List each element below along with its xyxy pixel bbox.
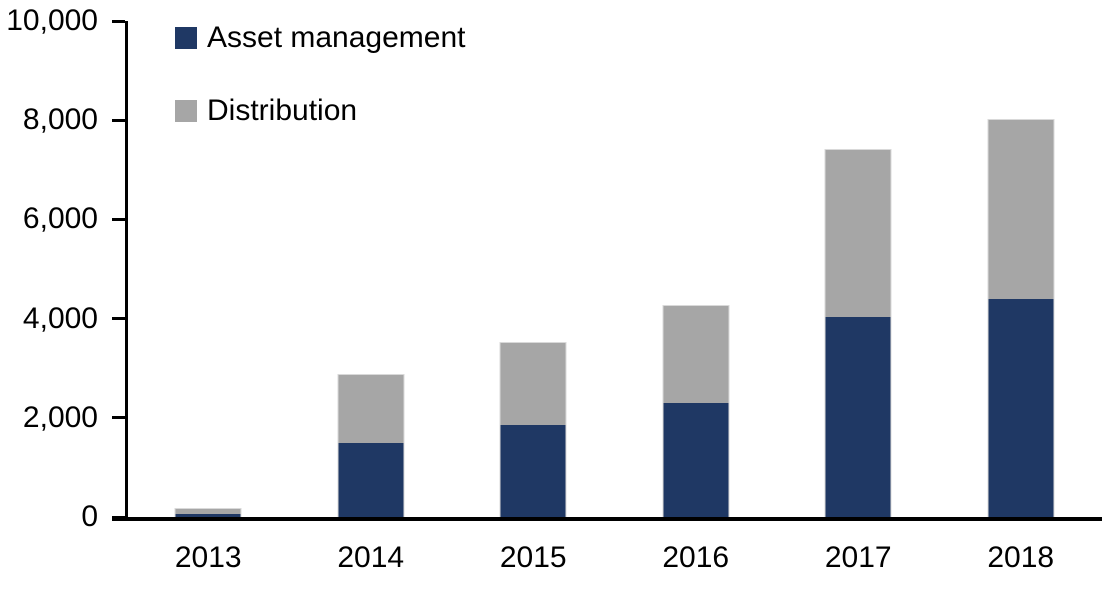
bar-segment-2013-distribution bbox=[175, 509, 241, 514]
bar-segment-2014-distribution bbox=[338, 374, 404, 443]
y-tick-label: 10,000 bbox=[6, 4, 98, 37]
bar-slot-2017 bbox=[777, 21, 940, 517]
bar-segment-2016-asset-management bbox=[663, 402, 729, 517]
bar-2016 bbox=[663, 306, 729, 517]
bar-segment-2015-distribution bbox=[500, 343, 566, 426]
x-axis-label-2014: 2014 bbox=[337, 541, 405, 574]
y-tick-mark bbox=[112, 217, 125, 221]
y-tick-mark bbox=[112, 416, 125, 420]
bar-2017 bbox=[825, 150, 891, 517]
bar-slot-2016 bbox=[615, 21, 778, 517]
y-tick-label: 8,000 bbox=[22, 103, 98, 137]
bar-segment-2013-asset-management bbox=[175, 514, 241, 517]
x-axis-label-2017: 2017 bbox=[824, 541, 892, 574]
legend-item-distribution: Distribution bbox=[175, 96, 465, 126]
bar-2018 bbox=[988, 120, 1054, 517]
bar-segment-2015-asset-management bbox=[500, 425, 566, 517]
bar-2013 bbox=[175, 509, 241, 517]
x-axis-label-2013: 2013 bbox=[174, 541, 242, 574]
y-tick-mark bbox=[112, 19, 125, 23]
bar-slot-2018 bbox=[940, 21, 1102, 517]
y-tick-label: 6,000 bbox=[22, 202, 98, 236]
legend-swatch-distribution bbox=[175, 100, 197, 122]
bar-slot-2014 bbox=[290, 21, 453, 517]
legend-swatch-asset-management bbox=[175, 27, 197, 49]
bar-slot-2013 bbox=[127, 21, 290, 517]
y-tick-mark bbox=[112, 317, 125, 321]
bar-segment-2018-distribution bbox=[988, 120, 1054, 299]
bar-segment-2018-asset-management bbox=[988, 298, 1054, 517]
x-axis-line bbox=[112, 517, 1102, 521]
x-axis-label-2015: 2015 bbox=[499, 541, 567, 574]
bar-slot-2015 bbox=[452, 21, 615, 517]
x-axis-labels: 2013 2014 2015 2016 2017 2018 bbox=[127, 540, 1102, 576]
y-tick-label: 4,000 bbox=[22, 301, 98, 335]
y-tick-mark bbox=[112, 118, 125, 122]
plot-area bbox=[127, 21, 1102, 517]
x-axis-label-2018: 2018 bbox=[987, 541, 1055, 574]
legend-item-asset-management: Asset management bbox=[175, 23, 465, 53]
bar-segment-2016-distribution bbox=[663, 306, 729, 403]
y-tick-label: 2,000 bbox=[22, 400, 98, 434]
y-tick-label: 0 bbox=[81, 500, 98, 533]
legend: Asset management Distribution bbox=[175, 23, 465, 173]
bar-segment-2017-distribution bbox=[825, 150, 891, 318]
legend-label-distribution: Distribution bbox=[207, 94, 358, 127]
legend-label-asset-management: Asset management bbox=[207, 21, 466, 54]
bar-2014 bbox=[338, 374, 404, 517]
y-axis-line bbox=[125, 21, 128, 518]
bar-segment-2014-asset-management bbox=[338, 442, 404, 517]
bar-segment-2017-asset-management bbox=[825, 317, 891, 517]
bar-2015 bbox=[500, 343, 566, 517]
x-axis-label-2016: 2016 bbox=[662, 541, 730, 574]
